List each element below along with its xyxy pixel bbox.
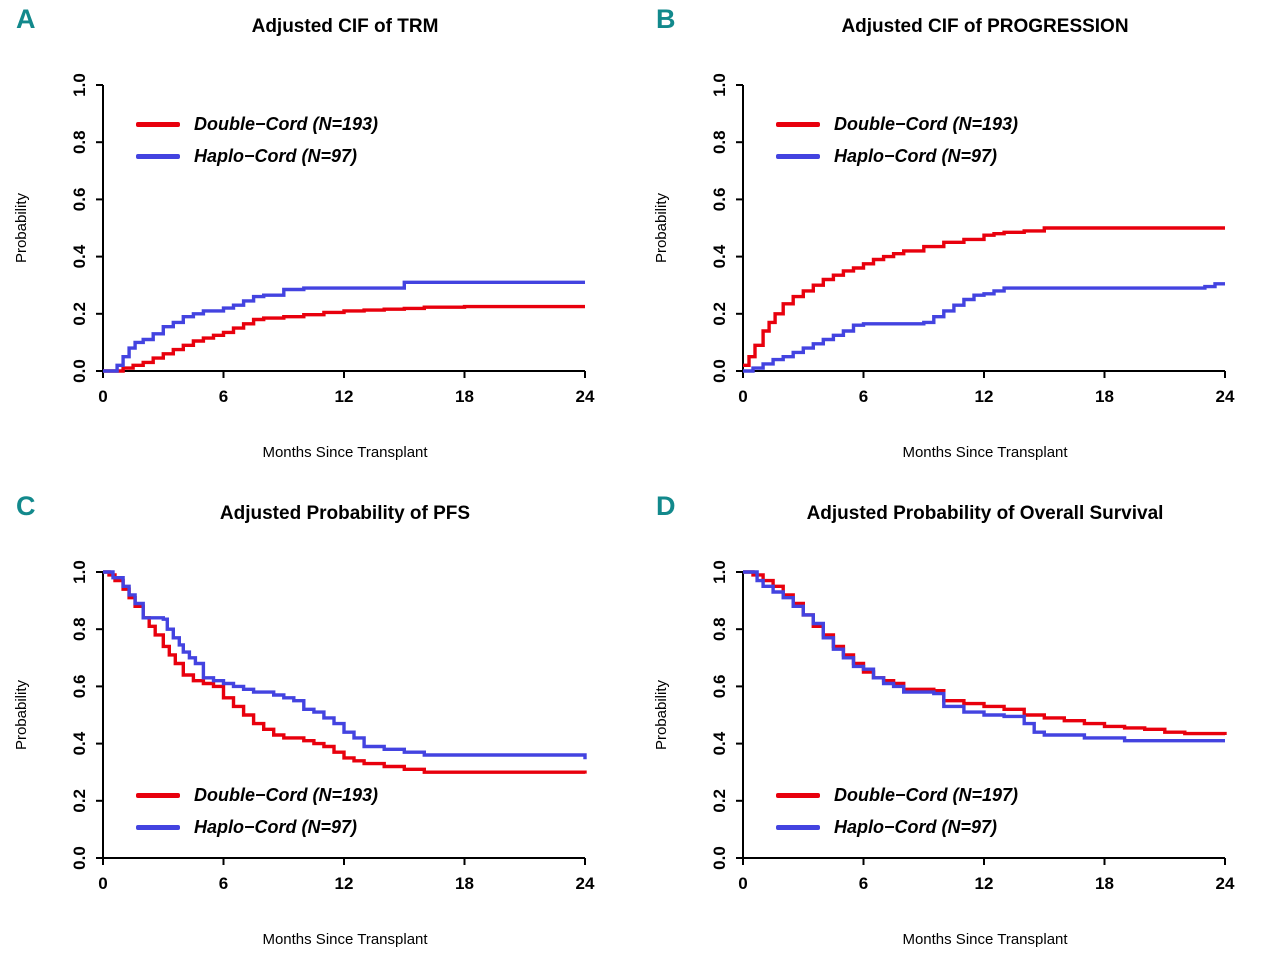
svg-text:0.6: 0.6 <box>70 188 89 212</box>
panel-b: B Adjusted CIF of PROGRESSION Probabilit… <box>640 0 1280 487</box>
svg-text:0: 0 <box>738 387 747 406</box>
panel-a-legend: Double−Cord (N=193) Haplo−Cord (N=97) <box>136 114 378 167</box>
svg-text:18: 18 <box>455 874 474 893</box>
svg-text:0.6: 0.6 <box>70 675 89 699</box>
svg-text:0.2: 0.2 <box>710 789 729 813</box>
legend-item: Double−Cord (N=193) <box>136 785 378 806</box>
svg-text:18: 18 <box>1095 387 1114 406</box>
panel-b-x-axis-label: Months Since Transplant <box>902 444 1068 461</box>
svg-text:12: 12 <box>975 874 994 893</box>
svg-text:0.2: 0.2 <box>70 302 89 326</box>
svg-text:0.0: 0.0 <box>70 846 89 870</box>
svg-text:0: 0 <box>738 874 747 893</box>
panel-d: D Adjusted Probability of Overall Surviv… <box>640 487 1280 973</box>
panel-d-legend: Double−Cord (N=197) Haplo−Cord (N=97) <box>776 785 1018 838</box>
legend-item: Double−Cord (N=193) <box>776 114 1018 135</box>
svg-text:0.8: 0.8 <box>710 617 729 641</box>
svg-text:1.0: 1.0 <box>710 560 729 584</box>
panel-d-plot-area: 0 6 12 18 24 0.0 0.2 0.4 0.6 0.8 1.0 <box>710 560 1235 893</box>
svg-text:0.8: 0.8 <box>70 130 89 154</box>
panel-c-x-axis-label: Months Since Transplant <box>262 931 428 948</box>
svg-text:0.0: 0.0 <box>70 359 89 383</box>
haplo-cord-line-swatch <box>136 154 180 159</box>
haplo-cord-line-swatch <box>776 825 820 830</box>
svg-text:1.0: 1.0 <box>710 73 729 97</box>
svg-text:0.2: 0.2 <box>70 789 89 813</box>
haplo-cord-line-swatch <box>136 825 180 830</box>
panel-b-plot-area: 0 6 12 18 24 0.0 0.2 0.4 0.6 0.8 1.0 <box>710 73 1235 406</box>
svg-text:12: 12 <box>975 387 994 406</box>
svg-text:12: 12 <box>335 387 354 406</box>
double-cord-line-swatch <box>136 793 180 798</box>
panel-c-legend: Double−Cord (N=193) Haplo−Cord (N=97) <box>136 785 378 838</box>
panel-a-plot-area: 0 6 12 18 24 0.0 0.2 0.4 0.6 0.8 1.0 <box>70 73 595 406</box>
panel-c-title: Adjusted Probability of PFS <box>219 503 471 524</box>
svg-text:12: 12 <box>335 874 354 893</box>
svg-text:6: 6 <box>859 874 868 893</box>
double-cord-line-swatch <box>776 122 820 127</box>
legend-item: Double−Cord (N=193) <box>136 114 378 135</box>
double-cord-line-swatch <box>136 122 180 127</box>
svg-text:0.8: 0.8 <box>710 130 729 154</box>
panel-letter-d: D <box>656 491 676 521</box>
legend-label: Haplo−Cord (N=97) <box>194 817 358 837</box>
legend-label: Haplo−Cord (N=97) <box>194 146 358 166</box>
svg-text:0.6: 0.6 <box>710 675 729 699</box>
legend-label: Haplo−Cord (N=97) <box>834 146 998 166</box>
svg-text:0.4: 0.4 <box>70 244 89 268</box>
svg-text:6: 6 <box>859 387 868 406</box>
panel-a-title: Adjusted CIF of TRM <box>251 16 439 37</box>
svg-text:0.0: 0.0 <box>710 846 729 870</box>
panel-d-x-axis-label: Months Since Transplant <box>902 931 1068 948</box>
panel-letter-b: B <box>656 4 676 34</box>
svg-text:24: 24 <box>576 874 595 893</box>
svg-text:0.6: 0.6 <box>710 188 729 212</box>
panel-d-title: Adjusted Probability of Overall Survival <box>806 503 1164 524</box>
svg-text:0.0: 0.0 <box>710 359 729 383</box>
panel-c: C Adjusted Probability of PFS Probabilit… <box>0 487 640 973</box>
svg-text:0.4: 0.4 <box>710 731 729 755</box>
svg-text:24: 24 <box>1216 874 1235 893</box>
legend-item: Haplo−Cord (N=97) <box>776 146 1018 167</box>
svg-text:0.8: 0.8 <box>70 617 89 641</box>
svg-text:18: 18 <box>455 387 474 406</box>
panel-a: A Adjusted CIF of TRM Probability 0 6 12 18… <box>0 0 640 487</box>
svg-text:18: 18 <box>1095 874 1114 893</box>
svg-text:0.2: 0.2 <box>710 302 729 326</box>
svg-text:0: 0 <box>98 387 107 406</box>
legend-item: Haplo−Cord (N=97) <box>136 817 378 838</box>
legend-item: Double−Cord (N=197) <box>776 785 1018 806</box>
svg-text:0: 0 <box>98 874 107 893</box>
panel-letter-c: C <box>16 491 36 521</box>
svg-text:1.0: 1.0 <box>70 560 89 584</box>
svg-text:24: 24 <box>1216 387 1235 406</box>
panel-b-title: Adjusted CIF of PROGRESSION <box>841 16 1129 37</box>
panel-a-x-axis-label: Months Since Transplant <box>262 444 428 461</box>
svg-text:6: 6 <box>219 874 228 893</box>
panel-letter-a: A <box>16 4 36 34</box>
svg-text:1.0: 1.0 <box>70 73 89 97</box>
haplo-cord-line-swatch <box>776 154 820 159</box>
svg-text:0.4: 0.4 <box>70 731 89 755</box>
panel-c-plot-area: 0 6 12 18 24 0.0 0.2 0.4 0.6 0.8 1.0 <box>70 560 595 893</box>
panel-b-legend: Double−Cord (N=193) Haplo−Cord (N=97) <box>776 114 1018 167</box>
legend-label: Double−Cord (N=193) <box>194 114 379 134</box>
legend-item: Haplo−Cord (N=97) <box>136 146 378 167</box>
double-cord-line-swatch <box>776 793 820 798</box>
svg-text:0.4: 0.4 <box>710 244 729 268</box>
legend-label: Double−Cord (N=193) <box>834 114 1019 134</box>
legend-label: Haplo−Cord (N=97) <box>834 817 998 837</box>
svg-text:24: 24 <box>576 387 595 406</box>
svg-text:6: 6 <box>219 387 228 406</box>
legend-label: Double−Cord (N=197) <box>834 785 1019 805</box>
legend-label: Double−Cord (N=193) <box>194 785 379 805</box>
legend-item: Haplo−Cord (N=97) <box>776 817 1018 838</box>
